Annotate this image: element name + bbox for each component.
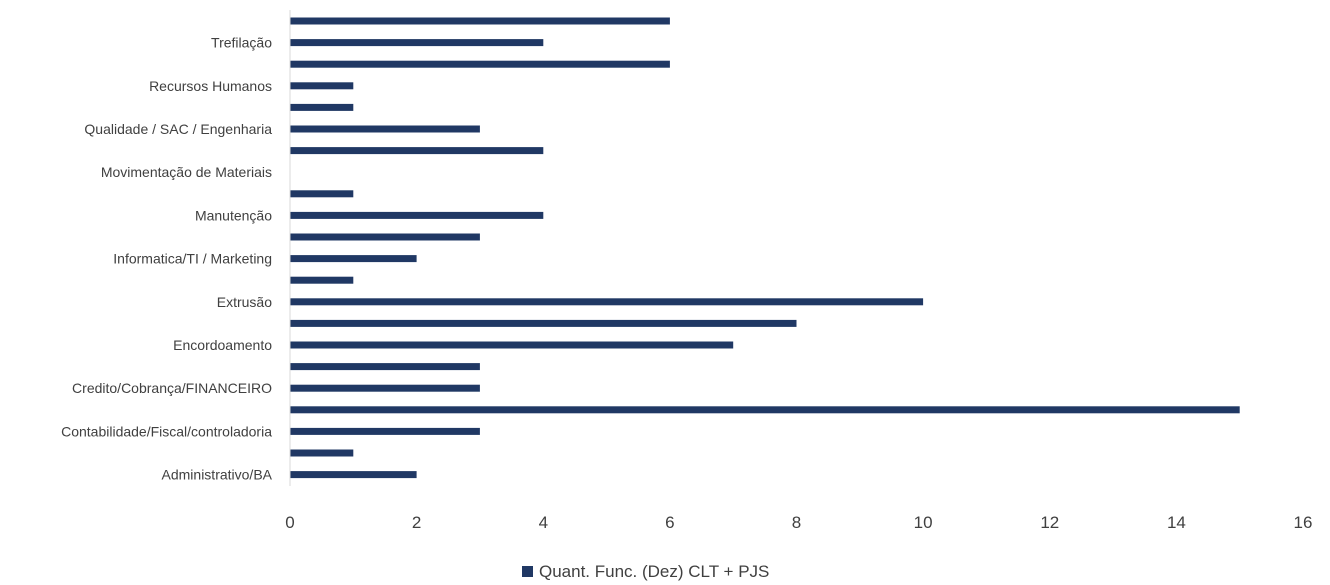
- bar-20: [290, 449, 354, 457]
- bar-21: [290, 471, 417, 479]
- x-tick-label: 4: [539, 513, 548, 532]
- x-tick-labels: 0 2 4 6 8 10 12 14 16: [285, 513, 1312, 532]
- category-label: Qualidade / SAC / Engenharia: [84, 121, 272, 137]
- bar-5: [290, 125, 480, 133]
- bar-9: [290, 211, 544, 219]
- bar-17: [290, 384, 480, 392]
- bar-15: [290, 341, 734, 349]
- bar-8: [290, 190, 354, 198]
- bar-18: [290, 406, 1240, 414]
- category-label: Credito/Cobrança/FINANCEIRO: [72, 380, 272, 396]
- bar-16: [290, 363, 480, 371]
- legend-swatch: [522, 566, 533, 577]
- category-label: Extrusão: [217, 294, 272, 310]
- x-tick-label: 10: [914, 513, 933, 532]
- x-tick-label: 12: [1040, 513, 1059, 532]
- bar-2: [290, 60, 670, 68]
- category-label: Trefilação: [211, 35, 272, 51]
- category-label: Informatica/TI / Marketing: [113, 251, 272, 267]
- x-tick-label: 8: [792, 513, 801, 532]
- bars-group: [290, 17, 1240, 479]
- bar-0: [290, 17, 670, 25]
- bar-13: [290, 298, 924, 306]
- x-tick-label: 16: [1294, 513, 1313, 532]
- x-tick-label: 0: [285, 513, 294, 532]
- x-tick-label: 2: [412, 513, 421, 532]
- bar-10: [290, 233, 480, 241]
- bar-11: [290, 255, 417, 263]
- category-label: Recursos Humanos: [149, 78, 272, 94]
- bar-12: [290, 276, 354, 284]
- category-label: Manutenção: [195, 207, 272, 223]
- bar-19: [290, 427, 480, 435]
- legend-label: Quant. Func. (Dez) CLT + PJS: [539, 562, 769, 581]
- category-label: Contabilidade/Fiscal/controladoria: [61, 423, 272, 439]
- category-labels: Trefilação Recursos Humanos Qualidade / SA…: [61, 35, 273, 483]
- category-label: Movimentação de Materiais: [101, 164, 272, 180]
- x-tick-label: 14: [1167, 513, 1186, 532]
- category-label: Encordoamento: [173, 337, 272, 353]
- legend: Quant. Func. (Dez) CLT + PJS: [522, 562, 769, 581]
- x-tick-label: 6: [665, 513, 674, 532]
- bar-4: [290, 103, 354, 111]
- bar-6: [290, 147, 544, 155]
- bar-3: [290, 82, 354, 90]
- bar-14: [290, 319, 797, 327]
- category-label: Administrativo/BA: [162, 467, 273, 483]
- bar-1: [290, 39, 544, 47]
